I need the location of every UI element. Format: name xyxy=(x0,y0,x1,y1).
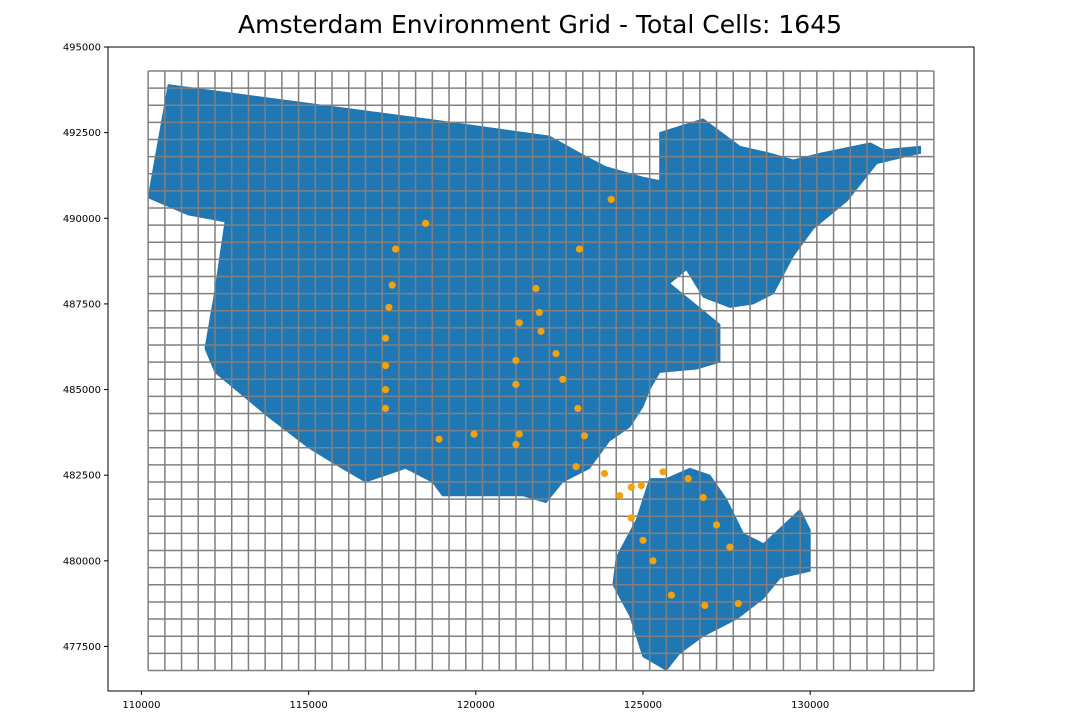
location-point xyxy=(515,430,523,438)
location-point xyxy=(701,601,709,610)
x-tick-label: 110000 xyxy=(122,700,160,711)
grid-cells xyxy=(147,70,935,672)
y-tick-label: 477500 xyxy=(63,642,101,653)
location-point xyxy=(574,404,582,412)
location-point xyxy=(435,435,443,443)
location-point xyxy=(639,536,647,544)
location-point xyxy=(381,334,390,342)
location-point xyxy=(422,219,430,227)
location-point xyxy=(512,356,520,364)
location-points xyxy=(381,195,742,610)
location-point xyxy=(607,195,615,203)
location-point xyxy=(512,440,520,448)
location-point xyxy=(381,362,390,370)
y-tick-label: 495000 xyxy=(63,43,101,54)
location-point xyxy=(667,591,676,599)
x-tick-label: 115000 xyxy=(290,700,328,711)
location-point xyxy=(515,319,523,327)
chart-title: Amsterdam Environment Grid - Total Cells… xyxy=(238,10,842,39)
location-point xyxy=(535,308,543,317)
location-point xyxy=(381,404,390,412)
location-point xyxy=(470,430,478,438)
location-point xyxy=(575,245,584,253)
location-point xyxy=(385,303,393,311)
y-tick-label: 482500 xyxy=(63,471,101,482)
location-point xyxy=(559,375,567,383)
location-point xyxy=(649,557,657,565)
location-point xyxy=(627,483,635,491)
location-point xyxy=(572,463,580,471)
axes-frame xyxy=(107,46,975,692)
x-tick-label: 125000 xyxy=(624,700,662,711)
location-point xyxy=(537,327,545,335)
location-point xyxy=(388,281,396,289)
location-point xyxy=(512,380,520,388)
location-point xyxy=(580,432,589,440)
location-point xyxy=(659,468,667,476)
y-tick-label: 490000 xyxy=(63,214,101,225)
location-point xyxy=(381,386,390,394)
location-point xyxy=(712,521,721,529)
location-point xyxy=(637,481,645,490)
y-tick-label: 487500 xyxy=(63,299,101,310)
location-point xyxy=(392,245,400,253)
location-point xyxy=(532,284,540,293)
y-tick-label: 485000 xyxy=(63,385,101,396)
location-point xyxy=(734,600,742,608)
location-point xyxy=(616,492,624,500)
location-point xyxy=(627,514,635,522)
y-axis: 477500 480000 482500 485000 487500 490000 4925… xyxy=(63,43,108,653)
x-tick-label: 120000 xyxy=(457,700,495,711)
location-point xyxy=(684,475,692,483)
location-point xyxy=(699,493,707,502)
x-axis: 110000 115000 120000 125000 130000 xyxy=(122,691,829,711)
location-point xyxy=(552,350,560,358)
location-point xyxy=(600,469,609,478)
plot-area xyxy=(147,70,935,672)
x-tick-label: 130000 xyxy=(791,700,829,711)
y-tick-label: 492500 xyxy=(63,128,101,139)
location-point xyxy=(726,543,734,551)
y-tick-label: 480000 xyxy=(63,556,101,567)
